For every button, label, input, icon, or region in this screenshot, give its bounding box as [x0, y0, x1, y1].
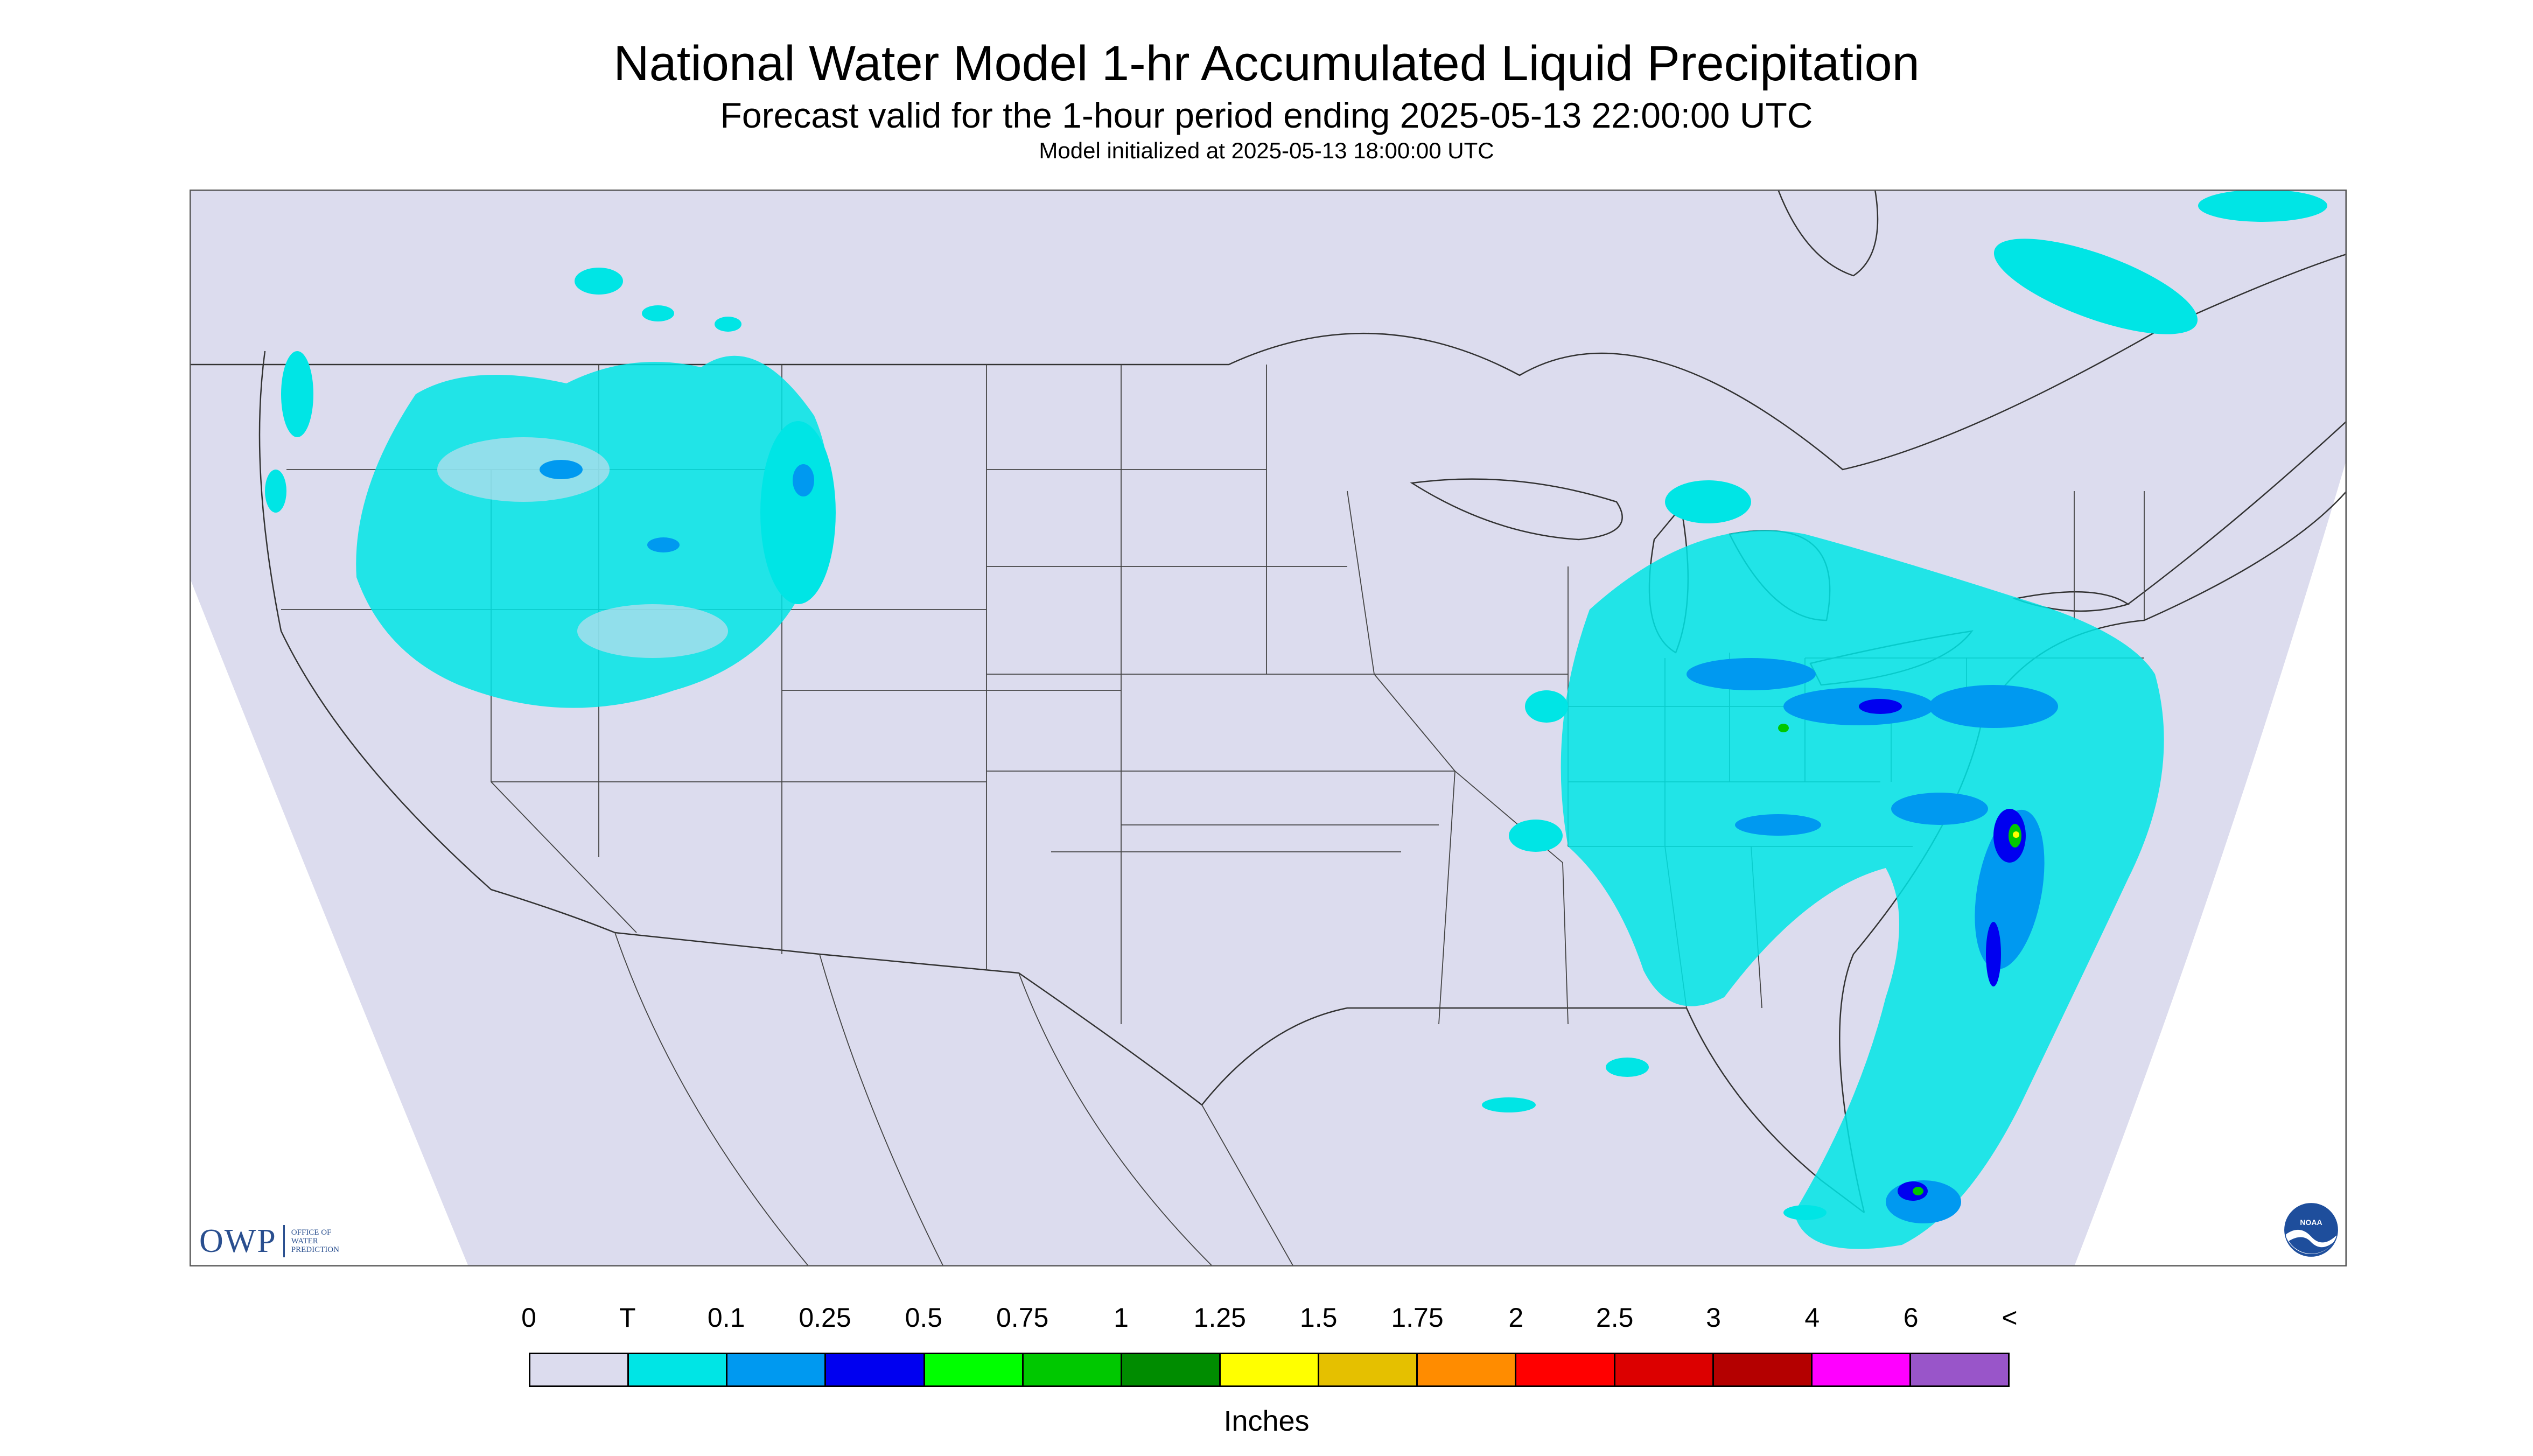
legend-tick-label: 0.75	[996, 1303, 1049, 1333]
legend-tick-label: 0.5	[905, 1303, 943, 1333]
legend-swatch	[1713, 1354, 1813, 1385]
legend-swatch	[727, 1354, 827, 1385]
owp-logo: OWP OFFICE OF WATER PREDICTION	[199, 1222, 339, 1260]
owp-line-2: WATER	[291, 1237, 318, 1245]
owp-line-1: OFFICE OF	[291, 1228, 332, 1237]
legend-swatch	[1220, 1354, 1320, 1385]
precip-peak	[2013, 831, 2019, 838]
legend-tick-label: 1	[1114, 1303, 1129, 1333]
noaa-logo-icon	[2284, 1203, 2338, 1257]
legend-tick-label: 6	[1903, 1303, 1919, 1333]
legend-tick-label: 2.5	[1596, 1303, 1634, 1333]
legend-swatch	[1418, 1354, 1517, 1385]
map-title: National Water Model 1-hr Accumulated Li…	[613, 36, 1920, 91]
precip-east-light	[1687, 658, 2058, 1223]
legend-tick-label: 3	[1706, 1303, 1721, 1333]
legend-swatch	[530, 1354, 629, 1385]
legend-swatch	[1812, 1354, 1911, 1385]
owp-divider	[283, 1225, 285, 1257]
map-frame	[190, 190, 2347, 1266]
owp-abbrev: OWP	[199, 1222, 277, 1259]
legend-tick-label: T	[619, 1303, 636, 1333]
legend-tick-label: 0.1	[707, 1303, 745, 1333]
owp-line-3: PREDICTION	[291, 1245, 339, 1254]
precip-west-light	[540, 460, 814, 552]
legend-units: Inches	[1223, 1405, 1310, 1437]
legend-color-ramp	[529, 1353, 2010, 1387]
legend-swatch	[1023, 1354, 1122, 1385]
legend-swatch	[1516, 1354, 1615, 1385]
precipitation-map	[190, 190, 2347, 1266]
owp-fullname: OFFICE OF WATER PREDICTION	[291, 1228, 339, 1254]
legend-tick-label: 1.25	[1193, 1303, 1246, 1333]
legend-tick-label: 1.5	[1299, 1303, 1338, 1333]
legend-tick-label: <	[2002, 1303, 2018, 1333]
legend-swatch	[1122, 1354, 1221, 1385]
legend-swatch	[629, 1354, 728, 1385]
model-init-label: Model initialized at 2025-05-13 18:00:00…	[1039, 138, 1494, 163]
legend-tick-label: 0	[521, 1303, 536, 1333]
legend-tick-label: 4	[1804, 1303, 1820, 1333]
precip-west	[265, 268, 836, 708]
noaa-logo-text: NOAA	[2300, 1218, 2322, 1227]
forecast-valid-subtitle: Forecast valid for the 1-hour period end…	[720, 95, 1813, 135]
legend-tick-label: 0.25	[799, 1303, 851, 1333]
legend-tick-label: 2	[1508, 1303, 1524, 1333]
legend-swatch	[925, 1354, 1024, 1385]
legend-tick-label: 1.75	[1391, 1303, 1444, 1333]
legend-swatch	[1615, 1354, 1714, 1385]
legend-swatch	[1911, 1354, 2009, 1385]
legend-swatch	[1319, 1354, 1418, 1385]
legend-swatch	[826, 1354, 925, 1385]
